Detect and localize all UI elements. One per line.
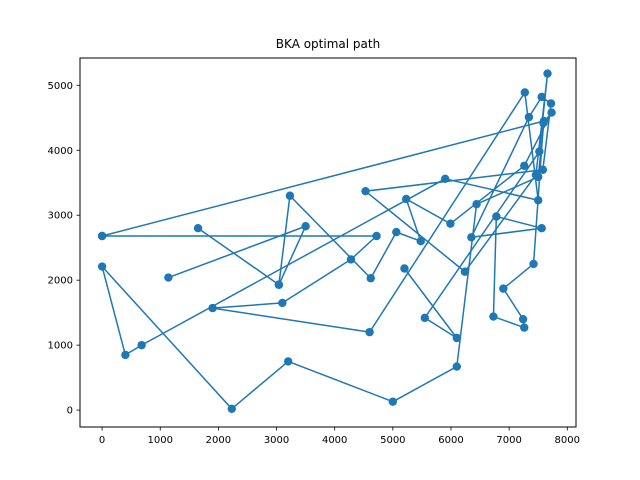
x-tick-label: 6000 [438, 435, 463, 446]
series-0-point-10 [137, 340, 146, 350]
series-0-point-9 [121, 350, 130, 360]
series-1 [164, 69, 556, 343]
plot-frame [79, 57, 577, 428]
series-1-point-20 [539, 118, 548, 128]
series-1-point-19 [529, 259, 538, 269]
series-1-point-26 [392, 227, 401, 237]
series-0-point-19 [97, 231, 107, 241]
series-0 [97, 88, 549, 414]
x-tick-label: 7000 [496, 435, 521, 446]
series-1-point-15 [489, 312, 498, 321]
series-1-point-25 [416, 237, 425, 246]
series-1-point-28 [285, 191, 295, 200]
y-tick-label: 4000 [48, 146, 73, 157]
series-1-point-6 [460, 267, 470, 276]
series-1-point-11 [524, 112, 534, 122]
y-tick-label: 3000 [48, 211, 73, 222]
series-1-point-16 [520, 323, 529, 332]
series-1-point-27 [366, 274, 375, 283]
x-tick-label: 5000 [380, 435, 405, 446]
y-tick-label: 5000 [48, 81, 73, 92]
series-0-point-14 [365, 327, 374, 337]
series-0-point-6 [283, 357, 293, 366]
series-layer [97, 69, 556, 414]
x-tick-label: 0 [99, 435, 105, 446]
x-axis: 0 1000 2000 3000 4000 5000 6000 7000 8000 [99, 427, 580, 446]
x-tick-label: 4000 [322, 435, 347, 446]
series-2-line [197, 227, 280, 286]
series-1-point-4 [543, 69, 552, 78]
series-1-point-30 [301, 222, 310, 231]
series-0-line [101, 91, 545, 410]
series-0-point-16 [278, 298, 287, 308]
series-1-point-13 [537, 224, 546, 233]
series-1-point-12 [467, 233, 476, 242]
series-1-point-22 [520, 161, 529, 171]
series-1-point-24 [402, 194, 411, 204]
series-2-point-0 [193, 224, 203, 233]
series-1-point-17 [518, 314, 528, 324]
x-tick-label: 3000 [264, 435, 289, 446]
series-1-point-23 [446, 219, 455, 228]
y-tick-label: 1000 [48, 341, 73, 352]
series-1-point-14 [492, 212, 501, 221]
series-0-point-8 [97, 262, 107, 271]
series-1-point-31 [164, 273, 173, 282]
series-1-point-8 [538, 165, 548, 174]
x-tick-label: 1000 [148, 435, 173, 446]
x-tick-label: 8000 [555, 435, 580, 446]
series-2 [193, 224, 284, 289]
series-2-point-1 [274, 280, 284, 289]
x-tick-label: 2000 [206, 435, 231, 446]
y-tick-label: 2000 [48, 276, 73, 287]
y-axis: 0 1000 2000 3000 4000 5000 [48, 81, 80, 417]
series-0-point-18 [372, 231, 381, 241]
series-1-line [167, 72, 553, 339]
series-1-point-10 [537, 92, 546, 102]
series-1-point-5 [531, 170, 541, 180]
series-1-point-21 [547, 108, 556, 117]
series-1-point-2 [420, 313, 430, 323]
series-0-point-4 [452, 362, 461, 371]
series-1-point-0 [400, 264, 409, 273]
series-1-point-9 [546, 99, 556, 108]
series-0-point-5 [388, 397, 398, 406]
y-tick-label: 0 [67, 406, 73, 417]
series-1-point-7 [361, 186, 370, 196]
chart-title: BKA optimal path [276, 37, 380, 51]
series-1-point-3 [535, 147, 544, 156]
series-0-point-13 [520, 88, 530, 97]
series-1-point-1 [452, 333, 461, 343]
series-1-point-18 [499, 284, 508, 293]
series-0-point-15 [208, 303, 217, 313]
series-0-point-7 [227, 404, 236, 414]
series-0-point-17 [346, 255, 356, 264]
